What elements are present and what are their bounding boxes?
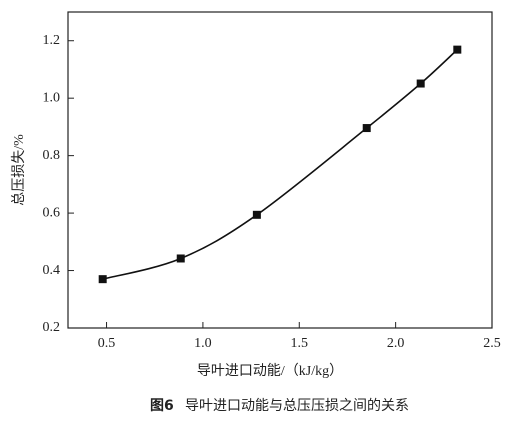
x-tick-label: 0.5	[98, 336, 116, 351]
y-tick-label: 0.2	[43, 320, 61, 335]
series-line	[102, 49, 458, 280]
y-tick-label: 0.8	[43, 148, 61, 163]
y-tick-label: 1.0	[43, 90, 61, 105]
x-tick-label: 1.5	[291, 336, 309, 351]
x-tick-label: 2.0	[387, 336, 405, 351]
point-marker	[176, 254, 185, 263]
point-marker	[98, 275, 107, 284]
figure-label: 图6	[150, 398, 174, 414]
point-marker	[416, 79, 425, 88]
y-tick-label: 1.2	[43, 33, 61, 48]
x-tick-label: 2.5	[483, 336, 501, 351]
plot-frame	[67, 11, 493, 329]
point-marker	[252, 210, 261, 219]
point-marker	[362, 124, 371, 133]
y-axis-label: 总压损失/%	[11, 134, 27, 206]
x-axis-label: 导叶进口动能/（kJ/kg）	[197, 363, 343, 379]
caption-title: 导叶进口动能与总压压损之间的关系	[185, 398, 409, 414]
y-tick-label: 0.6	[43, 205, 61, 220]
point-marker	[453, 45, 462, 54]
x-tick-label: 1.0	[194, 336, 212, 351]
y-tick-label: 0.4	[43, 263, 61, 278]
